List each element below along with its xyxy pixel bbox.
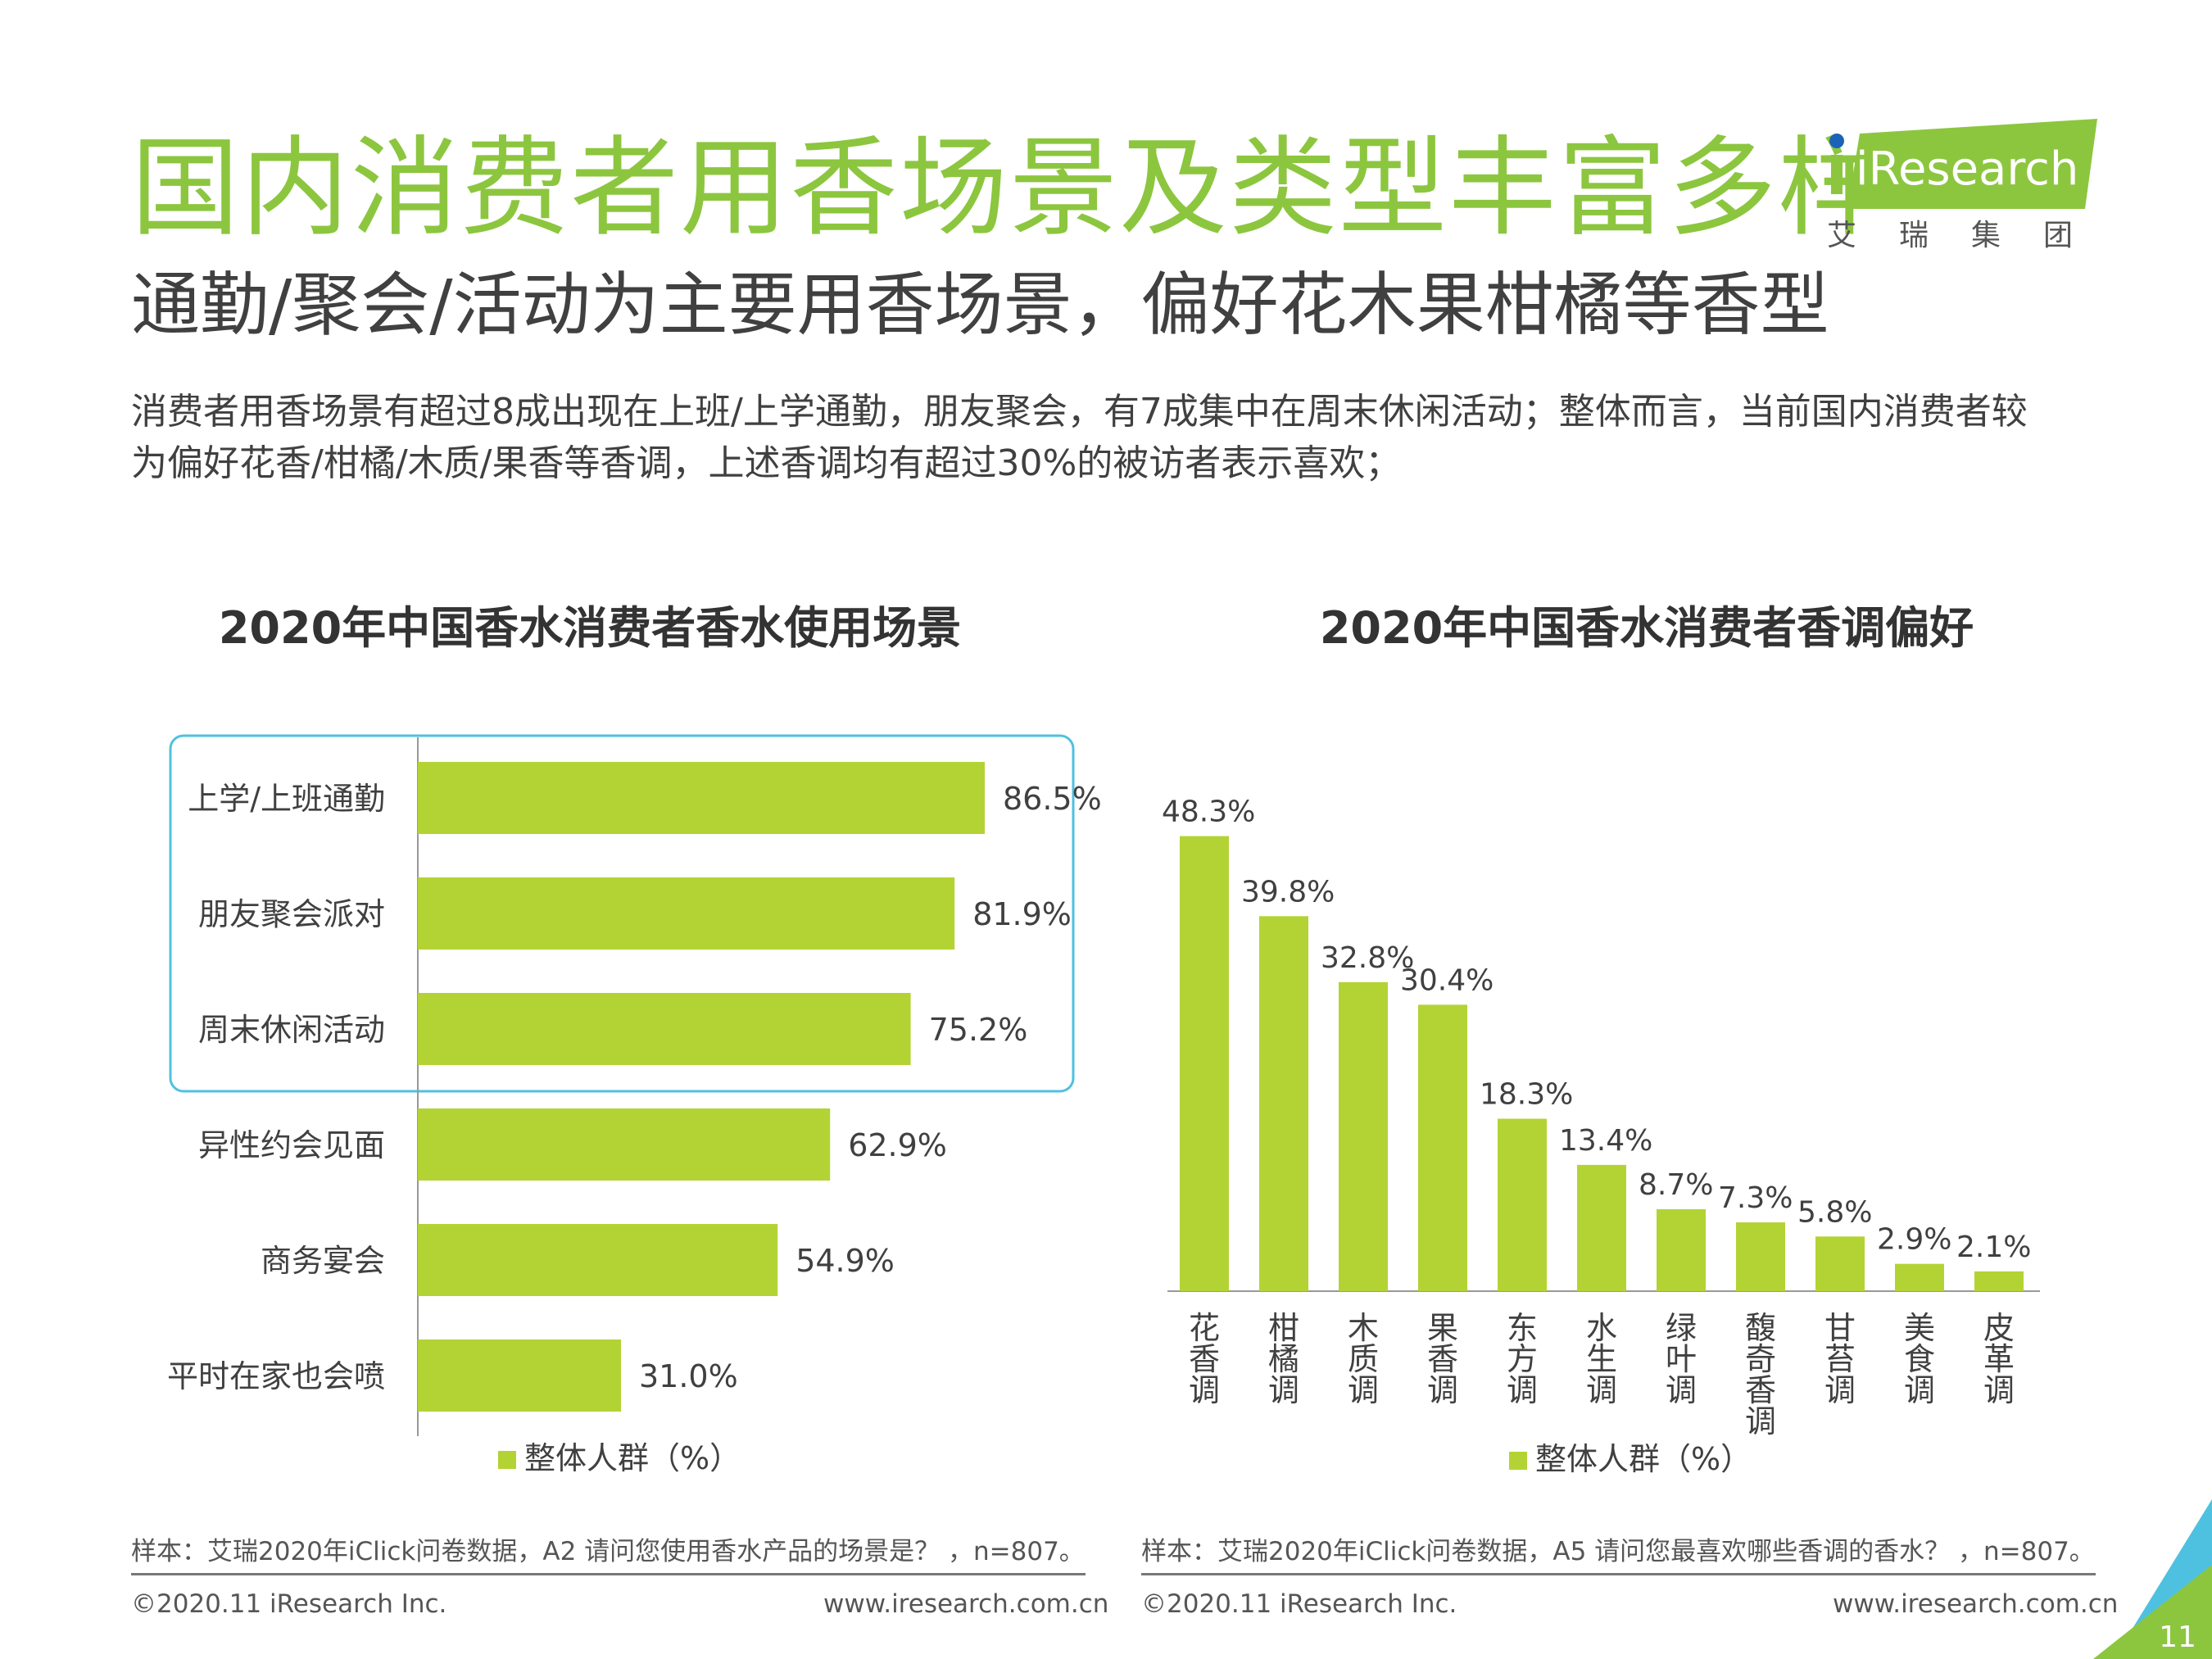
logo-chinese-text: 艾瑞集团 [1827,219,2116,252]
bar [1339,981,1388,1291]
bar [1657,1208,1706,1291]
value-label: 32.8% [1321,941,1414,975]
legend-label: 整体人群（%） [524,1440,741,1476]
footer-website-right[interactable]: www.iresearch.com.cn [1833,1589,2119,1619]
legend-swatch [498,1451,516,1469]
chart-2-title: 2020年中国香水消费者香调偏好 [1319,602,1974,654]
category-label: 绿叶调 [1666,1310,1697,1408]
bar [1974,1271,2024,1291]
bar [418,762,985,834]
legend-swatch [1509,1452,1527,1470]
intro-text-line-1: 消费者用香场景有超过8成出现在上班/上学通勤，朋友聚会，有7成集中在周末休闲活动… [131,391,2028,433]
corner-decoration: 11 [2093,1499,2212,1659]
bar [1815,1236,1865,1291]
value-label: 81.9% [972,896,1072,932]
category-label: 东方调 [1507,1310,1538,1408]
value-label: 62.9% [848,1127,947,1163]
value-label: 75.2% [929,1012,1028,1048]
category-label: 美食调 [1904,1310,1935,1408]
category-label: 木质调 [1348,1310,1379,1408]
bar [418,993,911,1065]
footer-divider-left [131,1573,1086,1575]
bar [1418,1004,1467,1291]
footer-divider-right [1141,1573,2096,1575]
footer-copyright-left: ©2020.11 iResearch Inc. [131,1589,447,1619]
value-label: 48.3% [1162,796,1255,829]
intro-text-line-2: 为偏好花香/柑橘/木质/果香等香调，上述香调均有超过30%的被访者表示喜欢； [131,442,1402,484]
page-number: 11 [2159,1620,2196,1654]
chart-1-source-note: 样本：艾瑞2020年iClick问卷数据，A2 请问您使用香水产品的场景是？ ，… [131,1537,1085,1566]
value-label: 5.8% [1797,1195,1872,1229]
value-label: 18.3% [1480,1078,1573,1112]
category-label: 周末休闲活动 [198,1012,385,1048]
value-label: 31.0% [639,1358,738,1394]
category-label: 果香调 [1427,1310,1458,1408]
category-label: 朋友聚会派对 [198,896,385,932]
chart-2-source-note: 样本：艾瑞2020年iClick问卷数据，A5 请问您最喜欢哪些香调的香水？ ，… [1141,1537,2095,1566]
category-label: 柑橘调 [1268,1310,1299,1408]
category-label: 商务宴会 [261,1243,385,1279]
value-label: 8.7% [1639,1168,1713,1202]
category-label: 馥奇香调 [1745,1310,1776,1439]
bar [418,1224,778,1296]
value-label: 54.9% [796,1243,895,1279]
bar [418,877,955,950]
category-label: 皮革调 [1983,1310,2015,1408]
category-label: 上学/上班通勤 [188,781,385,817]
highlight-box [169,734,1075,1093]
category-label: 甘苔调 [1824,1310,1856,1408]
logo-brand-text: iResearch [1856,143,2078,196]
footer-website-left[interactable]: www.iresearch.com.cn [823,1589,1109,1619]
value-label: 13.4% [1559,1124,1652,1158]
category-label: 异性约会见面 [198,1127,385,1163]
page-title: 国内消费者用香场景及类型丰富多样 [131,125,1888,252]
value-label: 39.8% [1241,875,1335,909]
logo-i-stem [1831,155,1843,194]
value-label: 2.1% [1956,1231,2031,1264]
bar [1259,916,1308,1291]
scene-usage-bar-chart: 上学/上班通勤 86.5% 朋友聚会派对 81.9% 周末休闲活动 75.2% 异性约会见面… [167,734,1102,1476]
scent-preference-bar-chart: 48.3% 花香调 39.8% 柑橘调 32.8% 木质调 30.4% 果香调 18.3% 东方调… [1162,796,2040,1477]
category-label: 水生调 [1586,1310,1617,1408]
chart-1-title: 2020年中国香水消费者香水使用场景 [218,602,962,654]
value-label: 7.3% [1718,1181,1793,1215]
logo-dot [1829,134,1844,148]
bar [418,1108,831,1181]
bar [418,1339,621,1412]
legend-label: 整体人群（%） [1535,1441,1752,1477]
value-label: 2.9% [1877,1223,1951,1257]
value-label: 86.5% [1003,781,1102,817]
corner-green-shape [2093,1565,2212,1659]
logo-green-banner [1847,119,2097,209]
iresearch-logo: iResearch [1829,119,2097,209]
footer-copyright-right: ©2020.11 iResearch Inc. [1141,1589,1457,1619]
bar [1895,1263,1944,1291]
page-subtitle: 通勤/聚会/活动为主要用香场景，偏好花木果柑橘等香型 [131,265,1829,345]
value-label: 30.4% [1400,963,1494,997]
bar [1577,1164,1626,1291]
bar [1736,1222,1785,1291]
category-label: 花香调 [1189,1310,1220,1408]
bar [1498,1118,1547,1291]
category-label: 平时在家也会喷 [167,1358,385,1394]
bar [1180,836,1229,1291]
